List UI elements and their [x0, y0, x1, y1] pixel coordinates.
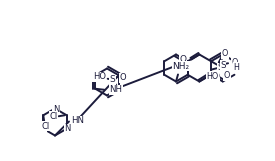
Text: H: H: [233, 63, 239, 72]
Text: O: O: [212, 72, 219, 81]
Text: HO: HO: [93, 72, 106, 81]
Text: N: N: [65, 124, 71, 133]
Text: O: O: [110, 86, 117, 95]
Text: HN: HN: [71, 116, 84, 125]
Text: HO: HO: [207, 71, 219, 80]
Text: O: O: [224, 71, 230, 80]
Text: NH: NH: [109, 85, 122, 94]
Text: S: S: [217, 63, 222, 72]
Text: N: N: [40, 124, 46, 133]
Text: O: O: [222, 49, 228, 58]
Text: Cl: Cl: [41, 122, 50, 131]
Text: O: O: [179, 55, 186, 64]
Text: N: N: [53, 105, 59, 114]
Text: S: S: [220, 61, 226, 70]
Text: NH₂: NH₂: [172, 62, 189, 71]
Text: S: S: [110, 75, 116, 84]
Text: O: O: [231, 58, 237, 67]
Text: Cl: Cl: [50, 112, 58, 121]
Text: O: O: [224, 71, 230, 80]
Text: O: O: [120, 73, 126, 82]
